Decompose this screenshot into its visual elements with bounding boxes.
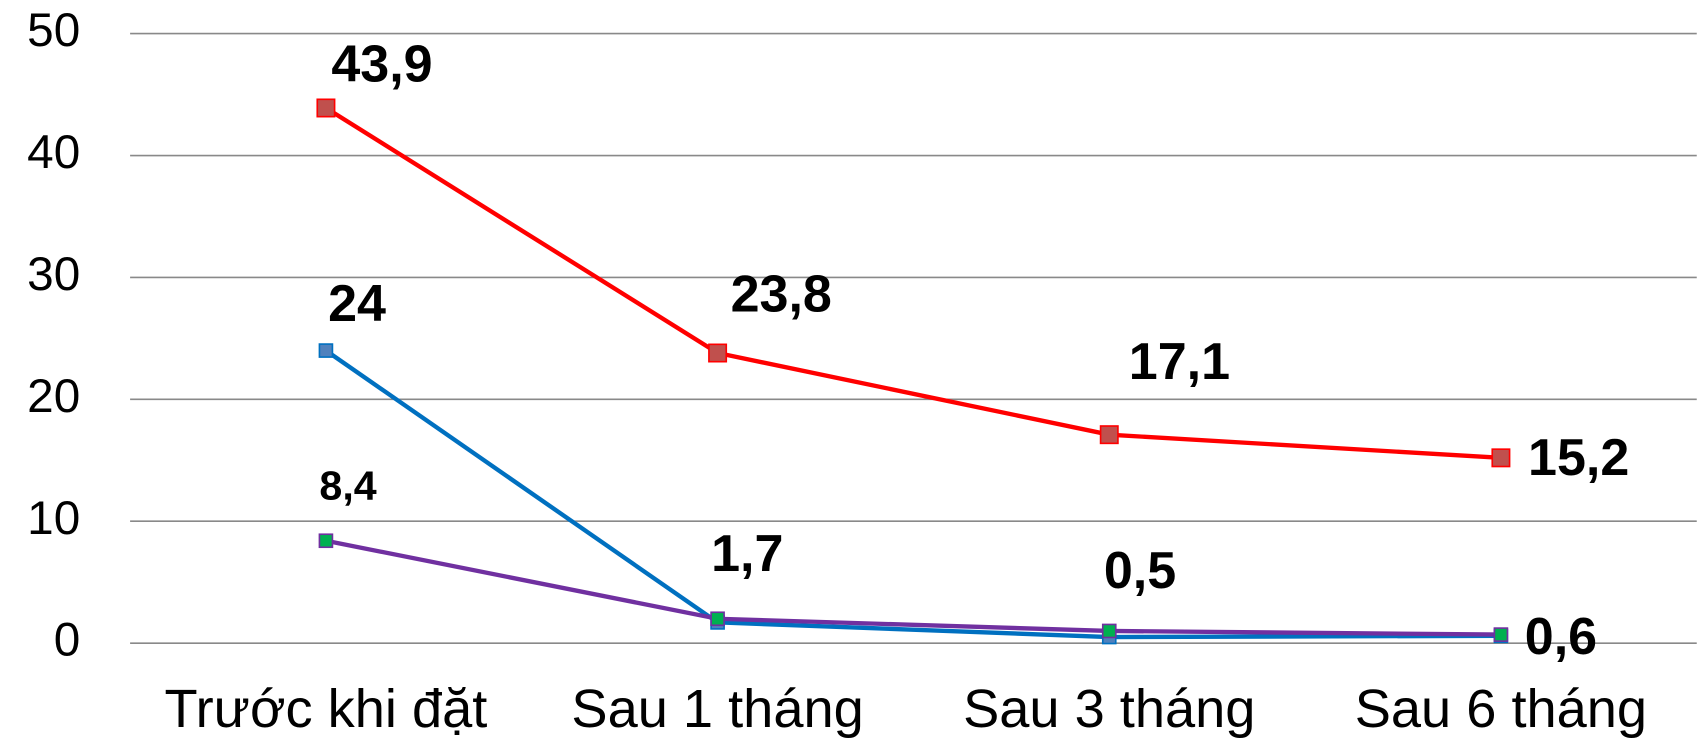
data-label: 43,9 <box>331 36 432 94</box>
series-line <box>325 538 1501 637</box>
marker <box>1491 448 1511 468</box>
data-label: 24 <box>328 275 386 333</box>
marker <box>316 98 336 118</box>
marker <box>1493 627 1509 642</box>
marker <box>1101 623 1117 639</box>
marker <box>318 343 334 358</box>
y-tick-label: 30 <box>27 248 80 301</box>
y-tick-label: 50 <box>27 4 80 57</box>
marker <box>1099 425 1119 445</box>
series-line <box>324 106 1502 461</box>
data-label: 23,8 <box>731 265 832 323</box>
data-label: 1,7 <box>711 525 783 583</box>
marker <box>708 343 728 363</box>
y-tick-label: 10 <box>27 492 80 545</box>
x-tick-label: Sau 1 tháng <box>571 679 863 739</box>
y-tick-label: 40 <box>27 126 80 179</box>
series-line <box>324 348 1501 640</box>
data-label: 15,2 <box>1528 429 1629 487</box>
data-label: 17,1 <box>1129 333 1230 391</box>
data-label: 0,5 <box>1104 542 1176 600</box>
y-tick-label: 0 <box>54 614 81 667</box>
marker <box>710 611 725 627</box>
data-label: 8,4 <box>319 463 376 509</box>
y-tick-label: 20 <box>27 370 80 423</box>
x-tick-label: Sau 6 tháng <box>1355 679 1647 739</box>
data-label: 0,6 <box>1525 608 1597 666</box>
marker <box>318 533 334 549</box>
x-tick-label: Trước khi đặt <box>165 679 488 739</box>
x-tick-label: Sau 3 tháng <box>963 679 1255 739</box>
